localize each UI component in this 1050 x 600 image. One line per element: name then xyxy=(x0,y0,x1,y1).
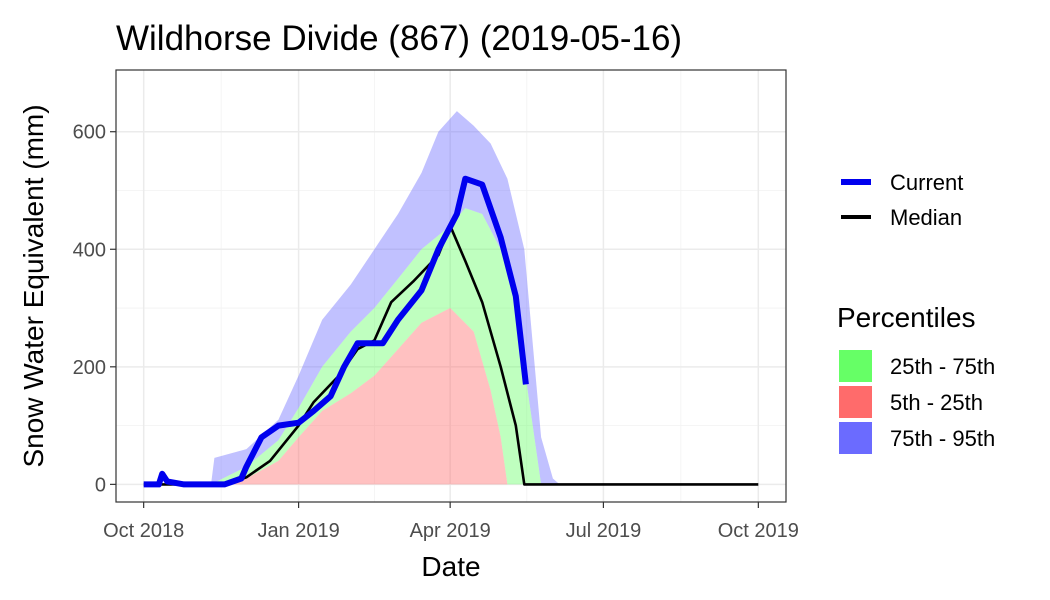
band-75-95 xyxy=(143,111,759,485)
legend-current-label: Current xyxy=(890,170,963,195)
series-current-line xyxy=(143,175,529,488)
legend-label-5-25: 5th - 25th xyxy=(890,390,983,415)
legend-swatch-5-25 xyxy=(839,386,872,418)
chart-title: Wildhorse Divide (867) (2019-05-16) xyxy=(116,19,682,58)
plot-border xyxy=(115,69,787,503)
y-tick-label: 400 xyxy=(73,239,106,261)
plot-panel xyxy=(116,70,786,502)
band-5-25 xyxy=(143,308,759,485)
minor-gridlines xyxy=(116,70,786,502)
band-25-75 xyxy=(143,208,759,485)
y-tick-label: 200 xyxy=(73,357,106,379)
legend-percentiles-title: Percentiles xyxy=(837,302,976,333)
legend-swatch-25-75 xyxy=(839,350,872,382)
x-axis-label: Date xyxy=(421,551,480,582)
y-tick-label: 0 xyxy=(95,474,106,496)
x-tick-label: Jul 2019 xyxy=(566,520,642,542)
legend-median-label: Median xyxy=(890,205,962,230)
series-median-line xyxy=(143,224,759,486)
legend: Current Median Percentiles 25th - 75th 5… xyxy=(837,170,995,454)
legend-swatch-75-95 xyxy=(839,422,872,454)
x-axis: Oct 2018 Jan 2019 Apr 2019 Jul 2019 Oct 2019 xyxy=(103,502,799,542)
x-tick-label: Apr 2019 xyxy=(410,520,491,542)
x-tick-label: Jan 2019 xyxy=(257,520,339,542)
y-axis: 0 200 400 600 xyxy=(73,122,116,496)
data-series xyxy=(143,175,759,488)
y-axis-label: Snow Water Equivalent (mm) xyxy=(18,104,49,467)
percentile-bands xyxy=(143,111,759,485)
legend-label-25-75: 25th - 75th xyxy=(890,354,995,379)
y-tick-label: 600 xyxy=(73,122,106,144)
legend-label-75-95: 75th - 95th xyxy=(890,426,995,451)
x-tick-label: Oct 2018 xyxy=(103,520,184,542)
x-tick-label: Oct 2019 xyxy=(718,520,799,542)
